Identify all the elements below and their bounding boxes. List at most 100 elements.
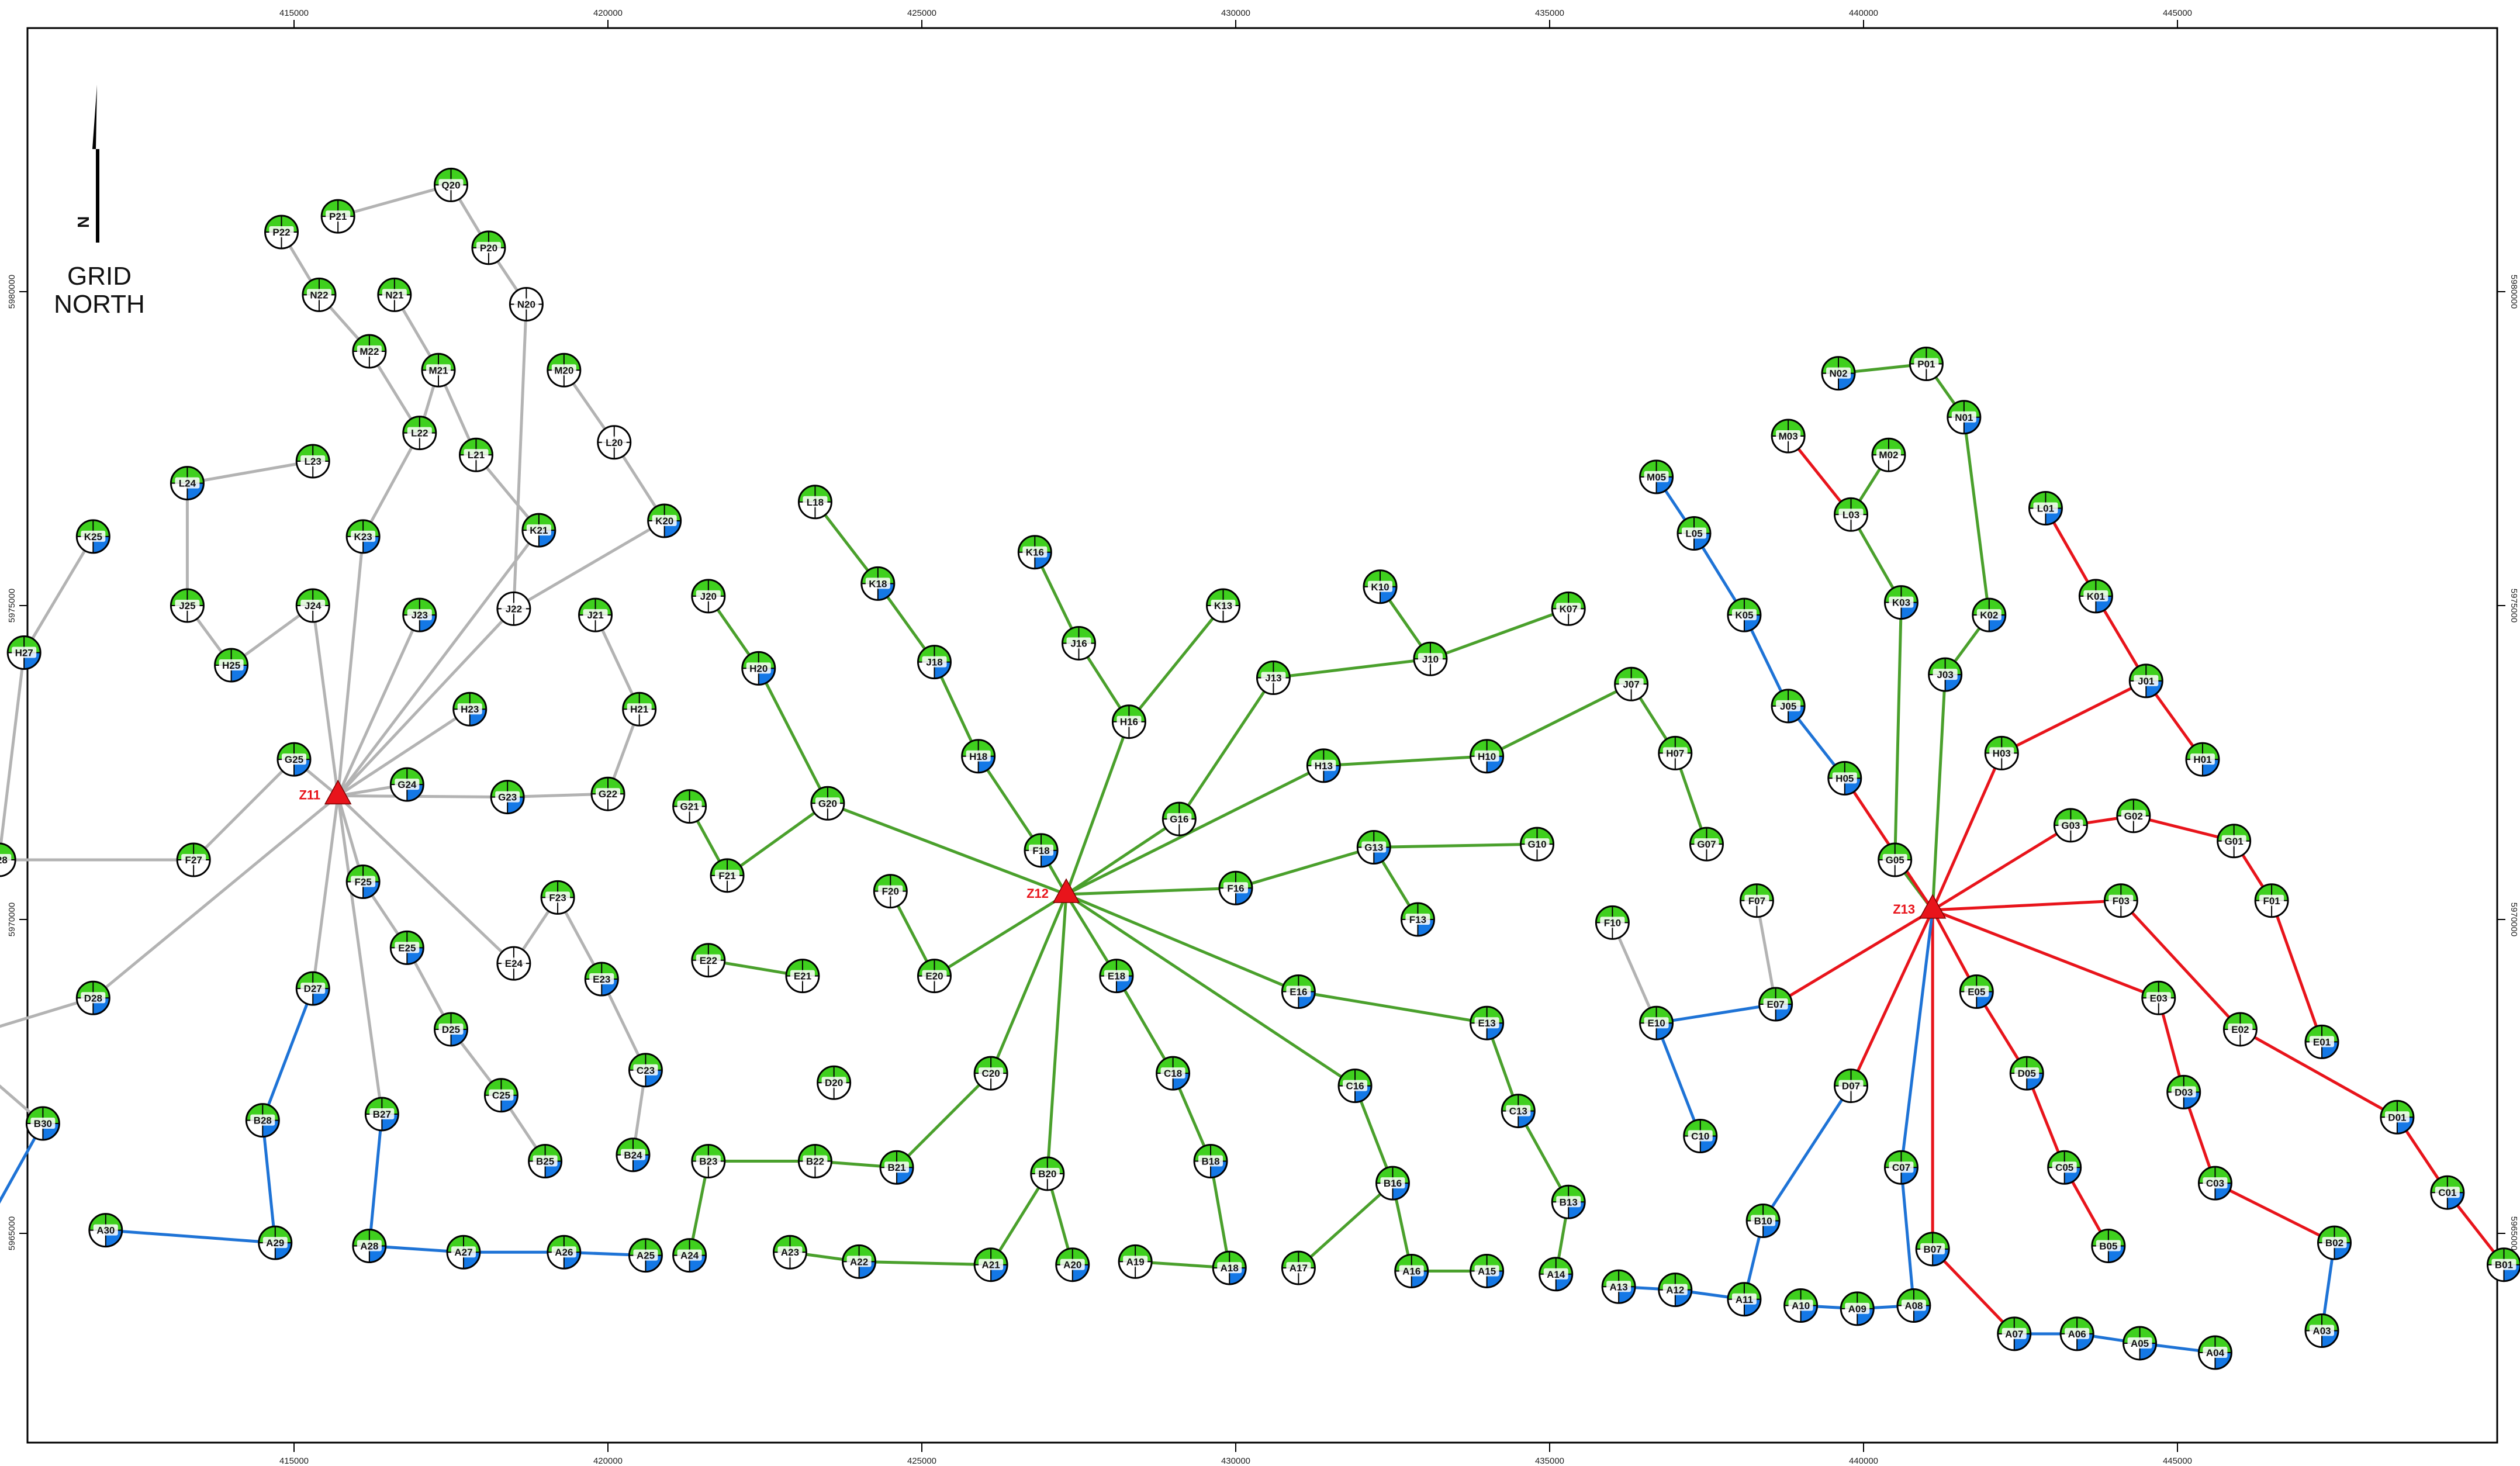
well-k21[interactable]: K21 bbox=[521, 513, 556, 548]
well-d01[interactable]: D01 bbox=[2380, 1100, 2415, 1135]
well-l23[interactable]: L23 bbox=[295, 444, 330, 479]
well-c07[interactable]: C07 bbox=[1883, 1150, 1918, 1185]
well-c16[interactable]: C16 bbox=[1337, 1069, 1373, 1104]
well-c18[interactable]: C18 bbox=[1156, 1056, 1191, 1091]
well-c23[interactable]: C23 bbox=[628, 1053, 663, 1088]
well-c10[interactable]: C10 bbox=[1683, 1119, 1718, 1154]
well-a20[interactable]: A20 bbox=[1055, 1247, 1090, 1282]
well-a24[interactable]: A24 bbox=[672, 1238, 707, 1273]
well-d07[interactable]: D07 bbox=[1834, 1069, 1869, 1104]
well-g02[interactable]: G02 bbox=[2116, 798, 2151, 834]
well-e03[interactable]: E03 bbox=[2141, 980, 2176, 1015]
well-l01[interactable]: L01 bbox=[2028, 491, 2063, 526]
well-a16[interactable]: A16 bbox=[1394, 1253, 1429, 1288]
well-n01[interactable]: N01 bbox=[1947, 400, 1982, 435]
well-e22[interactable]: E22 bbox=[691, 943, 726, 978]
well-l21[interactable]: L21 bbox=[458, 437, 493, 472]
well-f13[interactable]: F13 bbox=[1400, 902, 1435, 937]
well-k10[interactable]: K10 bbox=[1363, 569, 1398, 604]
well-h10[interactable]: H10 bbox=[1470, 739, 1505, 774]
well-c13[interactable]: C13 bbox=[1501, 1094, 1536, 1129]
well-a09[interactable]: A09 bbox=[1840, 1291, 1875, 1326]
well-b10[interactable]: B10 bbox=[1745, 1204, 1781, 1239]
well-f20[interactable]: F20 bbox=[873, 874, 908, 909]
well-p22[interactable]: P22 bbox=[264, 215, 299, 250]
well-g03[interactable]: G03 bbox=[2053, 808, 2088, 843]
well-e20[interactable]: E20 bbox=[917, 959, 952, 994]
well-a06[interactable]: A06 bbox=[2059, 1316, 2094, 1351]
well-k18[interactable]: K18 bbox=[860, 566, 896, 601]
well-k02[interactable]: K02 bbox=[1972, 597, 2007, 632]
well-h20[interactable]: H20 bbox=[741, 651, 776, 686]
well-h01[interactable]: H01 bbox=[2185, 742, 2220, 777]
well-k25[interactable]: K25 bbox=[75, 519, 110, 554]
well-g07[interactable]: G07 bbox=[1689, 827, 1724, 862]
well-m05[interactable]: M05 bbox=[1639, 459, 1674, 495]
well-n20[interactable]: N20 bbox=[509, 286, 544, 321]
well-a27[interactable]: A27 bbox=[446, 1235, 481, 1270]
well-a13[interactable]: A13 bbox=[1601, 1269, 1636, 1304]
well-e25[interactable]: E25 bbox=[389, 930, 424, 965]
well-b28[interactable]: B28 bbox=[245, 1103, 280, 1138]
well-a14[interactable]: A14 bbox=[1539, 1257, 1574, 1292]
well-f28[interactable]: F28 bbox=[0, 842, 16, 877]
well-h25[interactable]: H25 bbox=[214, 648, 249, 683]
well-b13[interactable]: B13 bbox=[1551, 1184, 1586, 1219]
well-m02[interactable]: M02 bbox=[1871, 437, 1906, 472]
well-b02[interactable]: B02 bbox=[2317, 1225, 2352, 1260]
hub-z11[interactable]: Z11 bbox=[299, 779, 352, 805]
well-n02[interactable]: N02 bbox=[1821, 356, 1856, 391]
well-g05[interactable]: G05 bbox=[1878, 842, 1913, 877]
well-j20[interactable]: J20 bbox=[691, 579, 726, 614]
well-j01[interactable]: J01 bbox=[2128, 663, 2163, 699]
well-b23[interactable]: B23 bbox=[691, 1143, 726, 1178]
well-a05[interactable]: A05 bbox=[2123, 1326, 2158, 1361]
well-k03[interactable]: K03 bbox=[1883, 585, 1918, 620]
well-m22[interactable]: M22 bbox=[352, 334, 387, 369]
well-h27[interactable]: H27 bbox=[6, 635, 42, 670]
well-b22[interactable]: B22 bbox=[797, 1143, 832, 1178]
well-a12[interactable]: A12 bbox=[1658, 1273, 1693, 1308]
well-n22[interactable]: N22 bbox=[302, 277, 337, 312]
well-c20[interactable]: C20 bbox=[973, 1056, 1008, 1091]
well-j18[interactable]: J18 bbox=[917, 645, 952, 680]
well-f16[interactable]: F16 bbox=[1218, 870, 1253, 905]
well-h16[interactable]: H16 bbox=[1111, 704, 1146, 739]
well-j21[interactable]: J21 bbox=[578, 597, 613, 632]
well-b25[interactable]: B25 bbox=[528, 1143, 563, 1178]
well-f25[interactable]: F25 bbox=[345, 865, 381, 900]
well-l05[interactable]: L05 bbox=[1676, 516, 1712, 551]
well-h23[interactable]: H23 bbox=[452, 691, 488, 727]
well-k16[interactable]: K16 bbox=[1017, 535, 1052, 570]
well-n21[interactable]: N21 bbox=[377, 277, 412, 312]
well-j07[interactable]: J07 bbox=[1614, 666, 1649, 701]
well-k13[interactable]: K13 bbox=[1206, 588, 1241, 623]
well-j23[interactable]: J23 bbox=[402, 597, 437, 632]
well-c03[interactable]: C03 bbox=[2197, 1166, 2232, 1201]
well-f07[interactable]: F07 bbox=[1739, 883, 1774, 918]
well-b24[interactable]: B24 bbox=[616, 1137, 651, 1173]
well-e07[interactable]: E07 bbox=[1758, 987, 1793, 1022]
well-h03[interactable]: H03 bbox=[1984, 735, 2019, 770]
well-j05[interactable]: J05 bbox=[1771, 689, 1806, 724]
well-g20[interactable]: G20 bbox=[810, 786, 845, 821]
well-b01[interactable]: B01 bbox=[2486, 1247, 2520, 1282]
well-f01[interactable]: F01 bbox=[2254, 883, 2289, 918]
well-e23[interactable]: E23 bbox=[584, 962, 619, 997]
well-a26[interactable]: A26 bbox=[547, 1235, 582, 1270]
well-l22[interactable]: L22 bbox=[402, 416, 437, 451]
well-j24[interactable]: J24 bbox=[295, 588, 330, 623]
well-g23[interactable]: G23 bbox=[490, 780, 525, 815]
well-g25[interactable]: G25 bbox=[276, 742, 312, 777]
well-e05[interactable]: E05 bbox=[1959, 974, 1994, 1009]
well-e18[interactable]: E18 bbox=[1099, 959, 1134, 994]
well-m20[interactable]: M20 bbox=[547, 352, 582, 388]
well-e24[interactable]: E24 bbox=[496, 946, 531, 981]
well-l24[interactable]: L24 bbox=[170, 466, 205, 501]
well-e02[interactable]: E02 bbox=[2222, 1012, 2258, 1047]
well-a07[interactable]: A07 bbox=[1997, 1316, 2032, 1351]
well-b21[interactable]: B21 bbox=[879, 1150, 914, 1185]
well-g10[interactable]: G10 bbox=[1520, 827, 1555, 862]
well-a10[interactable]: A10 bbox=[1783, 1288, 1819, 1323]
well-k23[interactable]: K23 bbox=[345, 519, 381, 554]
